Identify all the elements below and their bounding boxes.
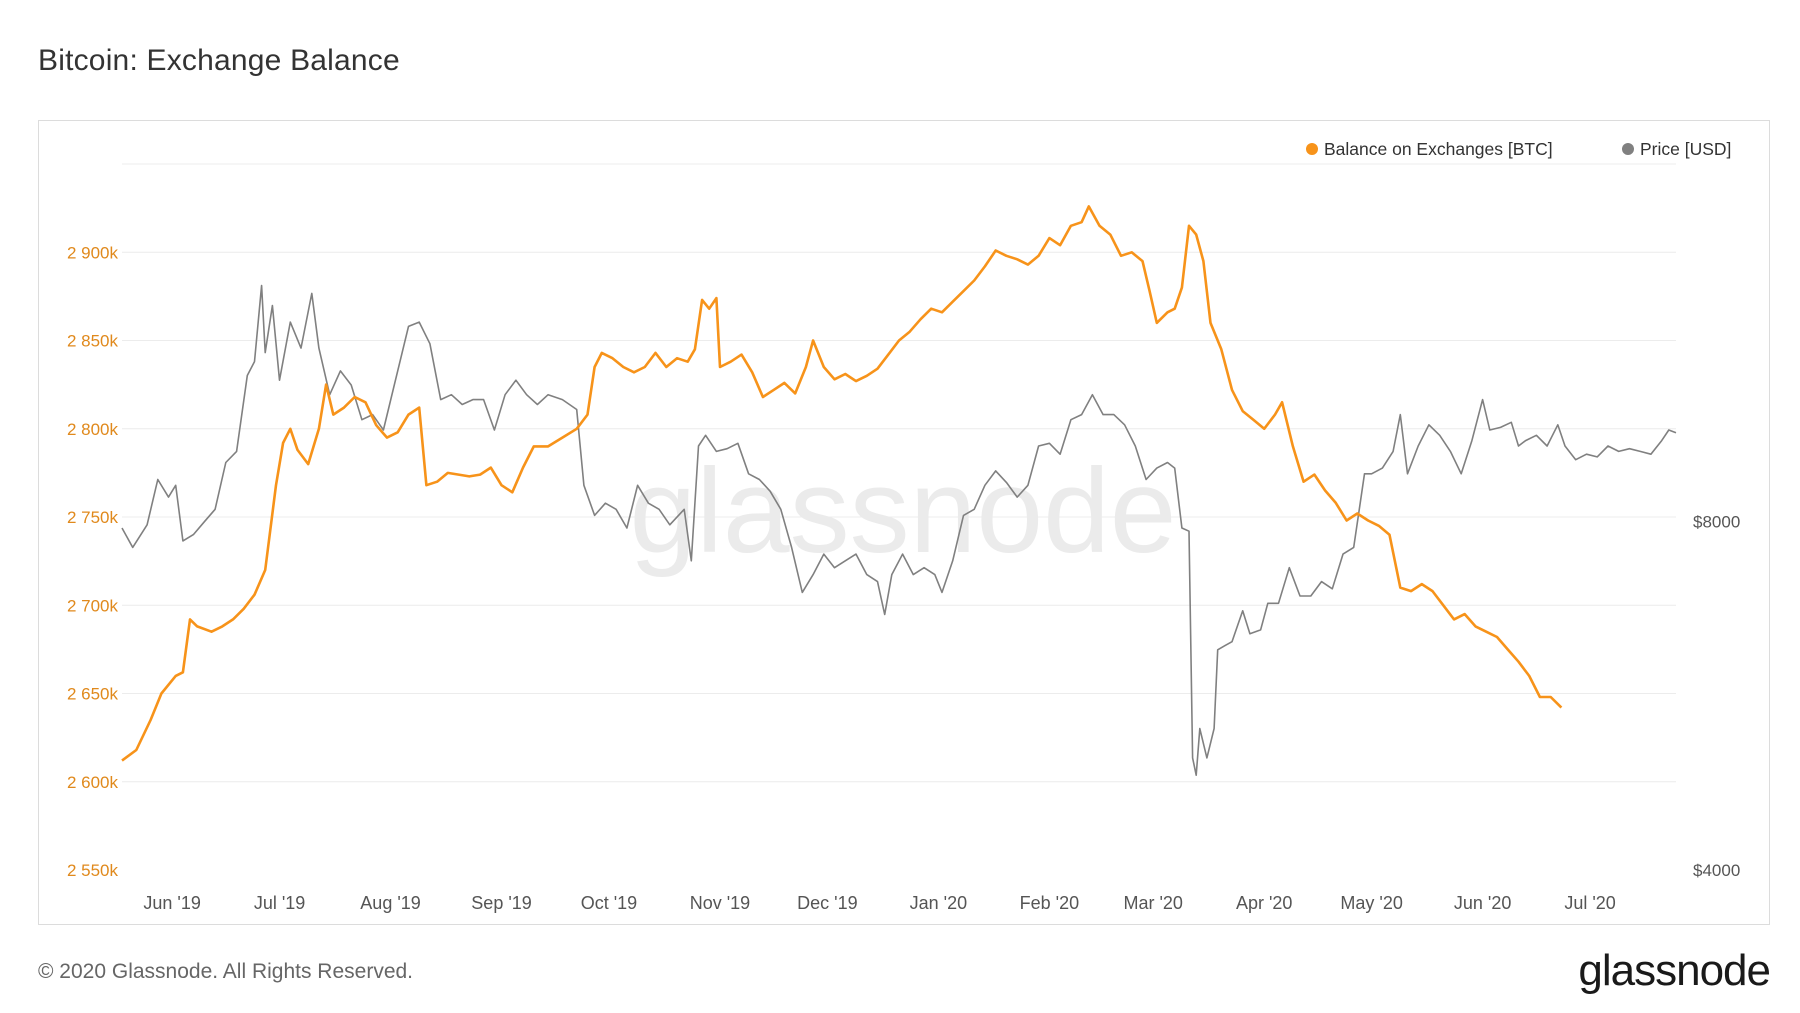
- y-axis-left: 2 550k 2 600k 2 650k 2 700k 2 750k 2 800k 2 85…: [67, 243, 119, 880]
- x-axis: Jun '19 Jul '19 Aug '19 Sep '19 Oct '19 Nov '…: [143, 893, 1615, 913]
- legend: Balance on Exchanges [BTC] Price [USD]: [1306, 139, 1731, 159]
- x-tick-label: Aug '19: [360, 893, 421, 913]
- x-tick-label: Apr '20: [1236, 893, 1292, 913]
- legend-marker: [1622, 143, 1634, 155]
- y-left-tick-label: 2 900k: [67, 243, 119, 262]
- y-left-tick-label: 2 650k: [67, 685, 119, 704]
- y-right-tick-label: $4000: [1693, 861, 1740, 880]
- brand-logo: glassnode: [1578, 946, 1771, 995]
- x-tick-label: Nov '19: [690, 893, 750, 913]
- chart-title: Bitcoin: Exchange Balance: [38, 44, 400, 77]
- x-tick-label: Feb '20: [1020, 893, 1079, 913]
- y-right-tick-label: $8000: [1693, 513, 1740, 532]
- x-tick-label: May '20: [1340, 893, 1402, 913]
- y-left-tick-label: 2 800k: [67, 420, 119, 439]
- x-tick-label: Sep '19: [471, 893, 532, 913]
- legend-label: Balance on Exchanges [BTC]: [1324, 139, 1553, 159]
- chart-frame: [38, 120, 1770, 925]
- y-left-tick-label: 2 700k: [67, 596, 119, 615]
- series-group: [121, 205, 1677, 776]
- x-tick-label: Mar '20: [1123, 893, 1182, 913]
- x-tick-label: Jun '19: [143, 893, 200, 913]
- x-tick-label: Oct '19: [581, 893, 637, 913]
- legend-marker: [1306, 143, 1318, 155]
- y-axis-right: $4000 $8000: [1693, 513, 1740, 880]
- balance-series-line: [121, 205, 1563, 762]
- y-left-tick-label: 2 850k: [67, 332, 119, 351]
- x-tick-label: Jan '20: [910, 893, 967, 913]
- x-tick-label: Jul '20: [1564, 893, 1615, 913]
- legend-label: Price [USD]: [1640, 139, 1731, 159]
- x-tick-label: Dec '19: [797, 893, 857, 913]
- watermark: glassnode: [629, 444, 1176, 578]
- y-left-tick-label: 2 600k: [67, 773, 119, 792]
- price-series-line: [121, 284, 1677, 776]
- x-tick-label: Jun '20: [1454, 893, 1511, 913]
- copyright-footer: © 2020 Glassnode. All Rights Reserved.: [38, 960, 414, 983]
- x-tick-label: Jul '19: [254, 893, 305, 913]
- y-left-tick-label: 2 550k: [67, 861, 119, 880]
- y-left-tick-label: 2 750k: [67, 508, 119, 527]
